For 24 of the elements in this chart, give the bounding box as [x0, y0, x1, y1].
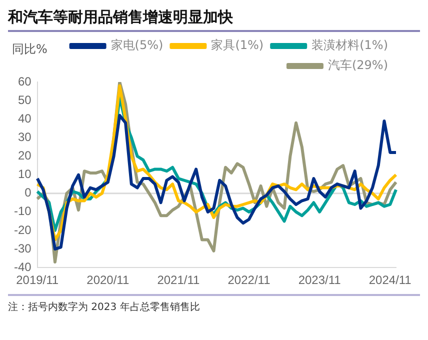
y-tick-label: -10	[14, 204, 32, 218]
legend-label: 家具(1%)	[211, 38, 264, 52]
y-tick-label: -40	[14, 260, 32, 274]
chart-title: 和汽车等耐用品销售增速明显加快	[8, 8, 420, 32]
legend-label: 汽车(29%)	[328, 58, 388, 72]
x-tick-label: 2020/11	[86, 273, 130, 288]
y-tick-label: 50	[18, 92, 32, 107]
legend-label: 装潢材料(1%)	[312, 38, 388, 52]
y-axis-title: 同比%	[12, 42, 48, 56]
y-tick-label: 0	[24, 186, 32, 200]
y-tick-label: 30	[18, 130, 32, 144]
y-tick-label: 10	[18, 167, 32, 182]
y-tick-label: -30	[14, 241, 32, 256]
y-tick-label: 60	[18, 74, 32, 88]
x-tick-label: 2021/11	[157, 273, 200, 288]
legend-label: 家电(5%)	[110, 38, 164, 52]
y-tick-label: 20	[18, 148, 32, 163]
x-tick-label: 2023/11	[298, 273, 342, 288]
x-tick-label: 2019/11	[16, 273, 59, 288]
y-tick-label: -20	[14, 222, 32, 237]
y-tick-label: 40	[18, 111, 32, 126]
x-tick-label: 2022/11	[228, 273, 271, 288]
text: 注：括号内数字为 2023 年占总零售销售比	[8, 300, 201, 314]
x-tick-label: 2024/11	[368, 273, 412, 288]
